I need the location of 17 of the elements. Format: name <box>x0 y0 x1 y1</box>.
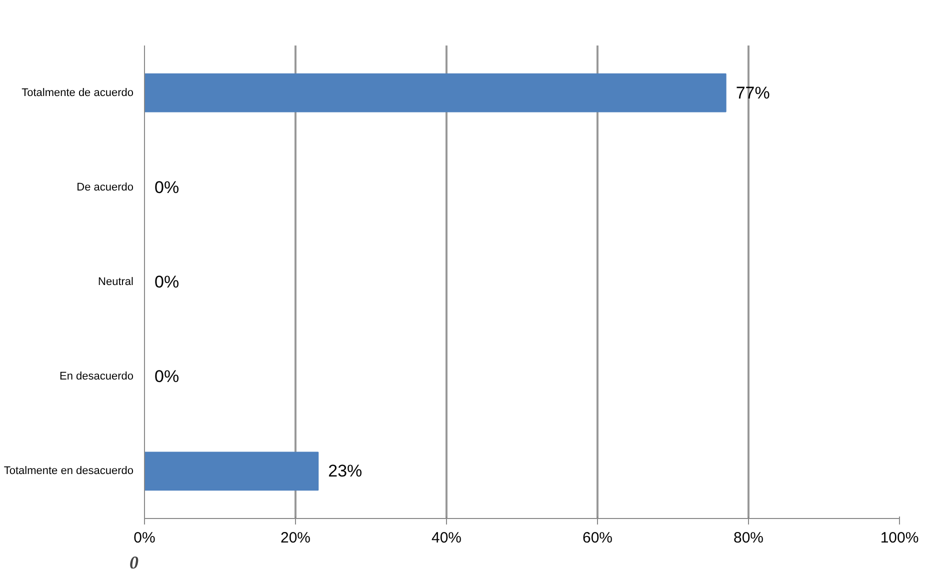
y-tick-label: Totalmente en desacuerdo <box>4 465 134 478</box>
x-tick-label: 100% <box>880 530 919 546</box>
y-tick-label: En desacuerdo <box>60 370 134 383</box>
y-tick-label: Totalmente de acuerdo <box>22 86 134 99</box>
x-tick-label: 0% <box>134 530 156 546</box>
data-label: 77% <box>736 83 770 102</box>
y-tick-label: De acuerdo <box>76 181 134 194</box>
text: 0 <box>130 552 138 572</box>
data-label: 0% <box>154 367 180 386</box>
x-tick-label: 80% <box>733 530 764 546</box>
x-tick-label: 20% <box>280 530 311 546</box>
data-label: 0% <box>154 178 180 197</box>
data-label: 0% <box>154 272 180 292</box>
x-tick-label: 40% <box>431 530 462 546</box>
data-label: 23% <box>328 462 362 481</box>
y-tick-label: Neutral <box>98 276 134 288</box>
x-tick-label: 60% <box>582 530 613 546</box>
